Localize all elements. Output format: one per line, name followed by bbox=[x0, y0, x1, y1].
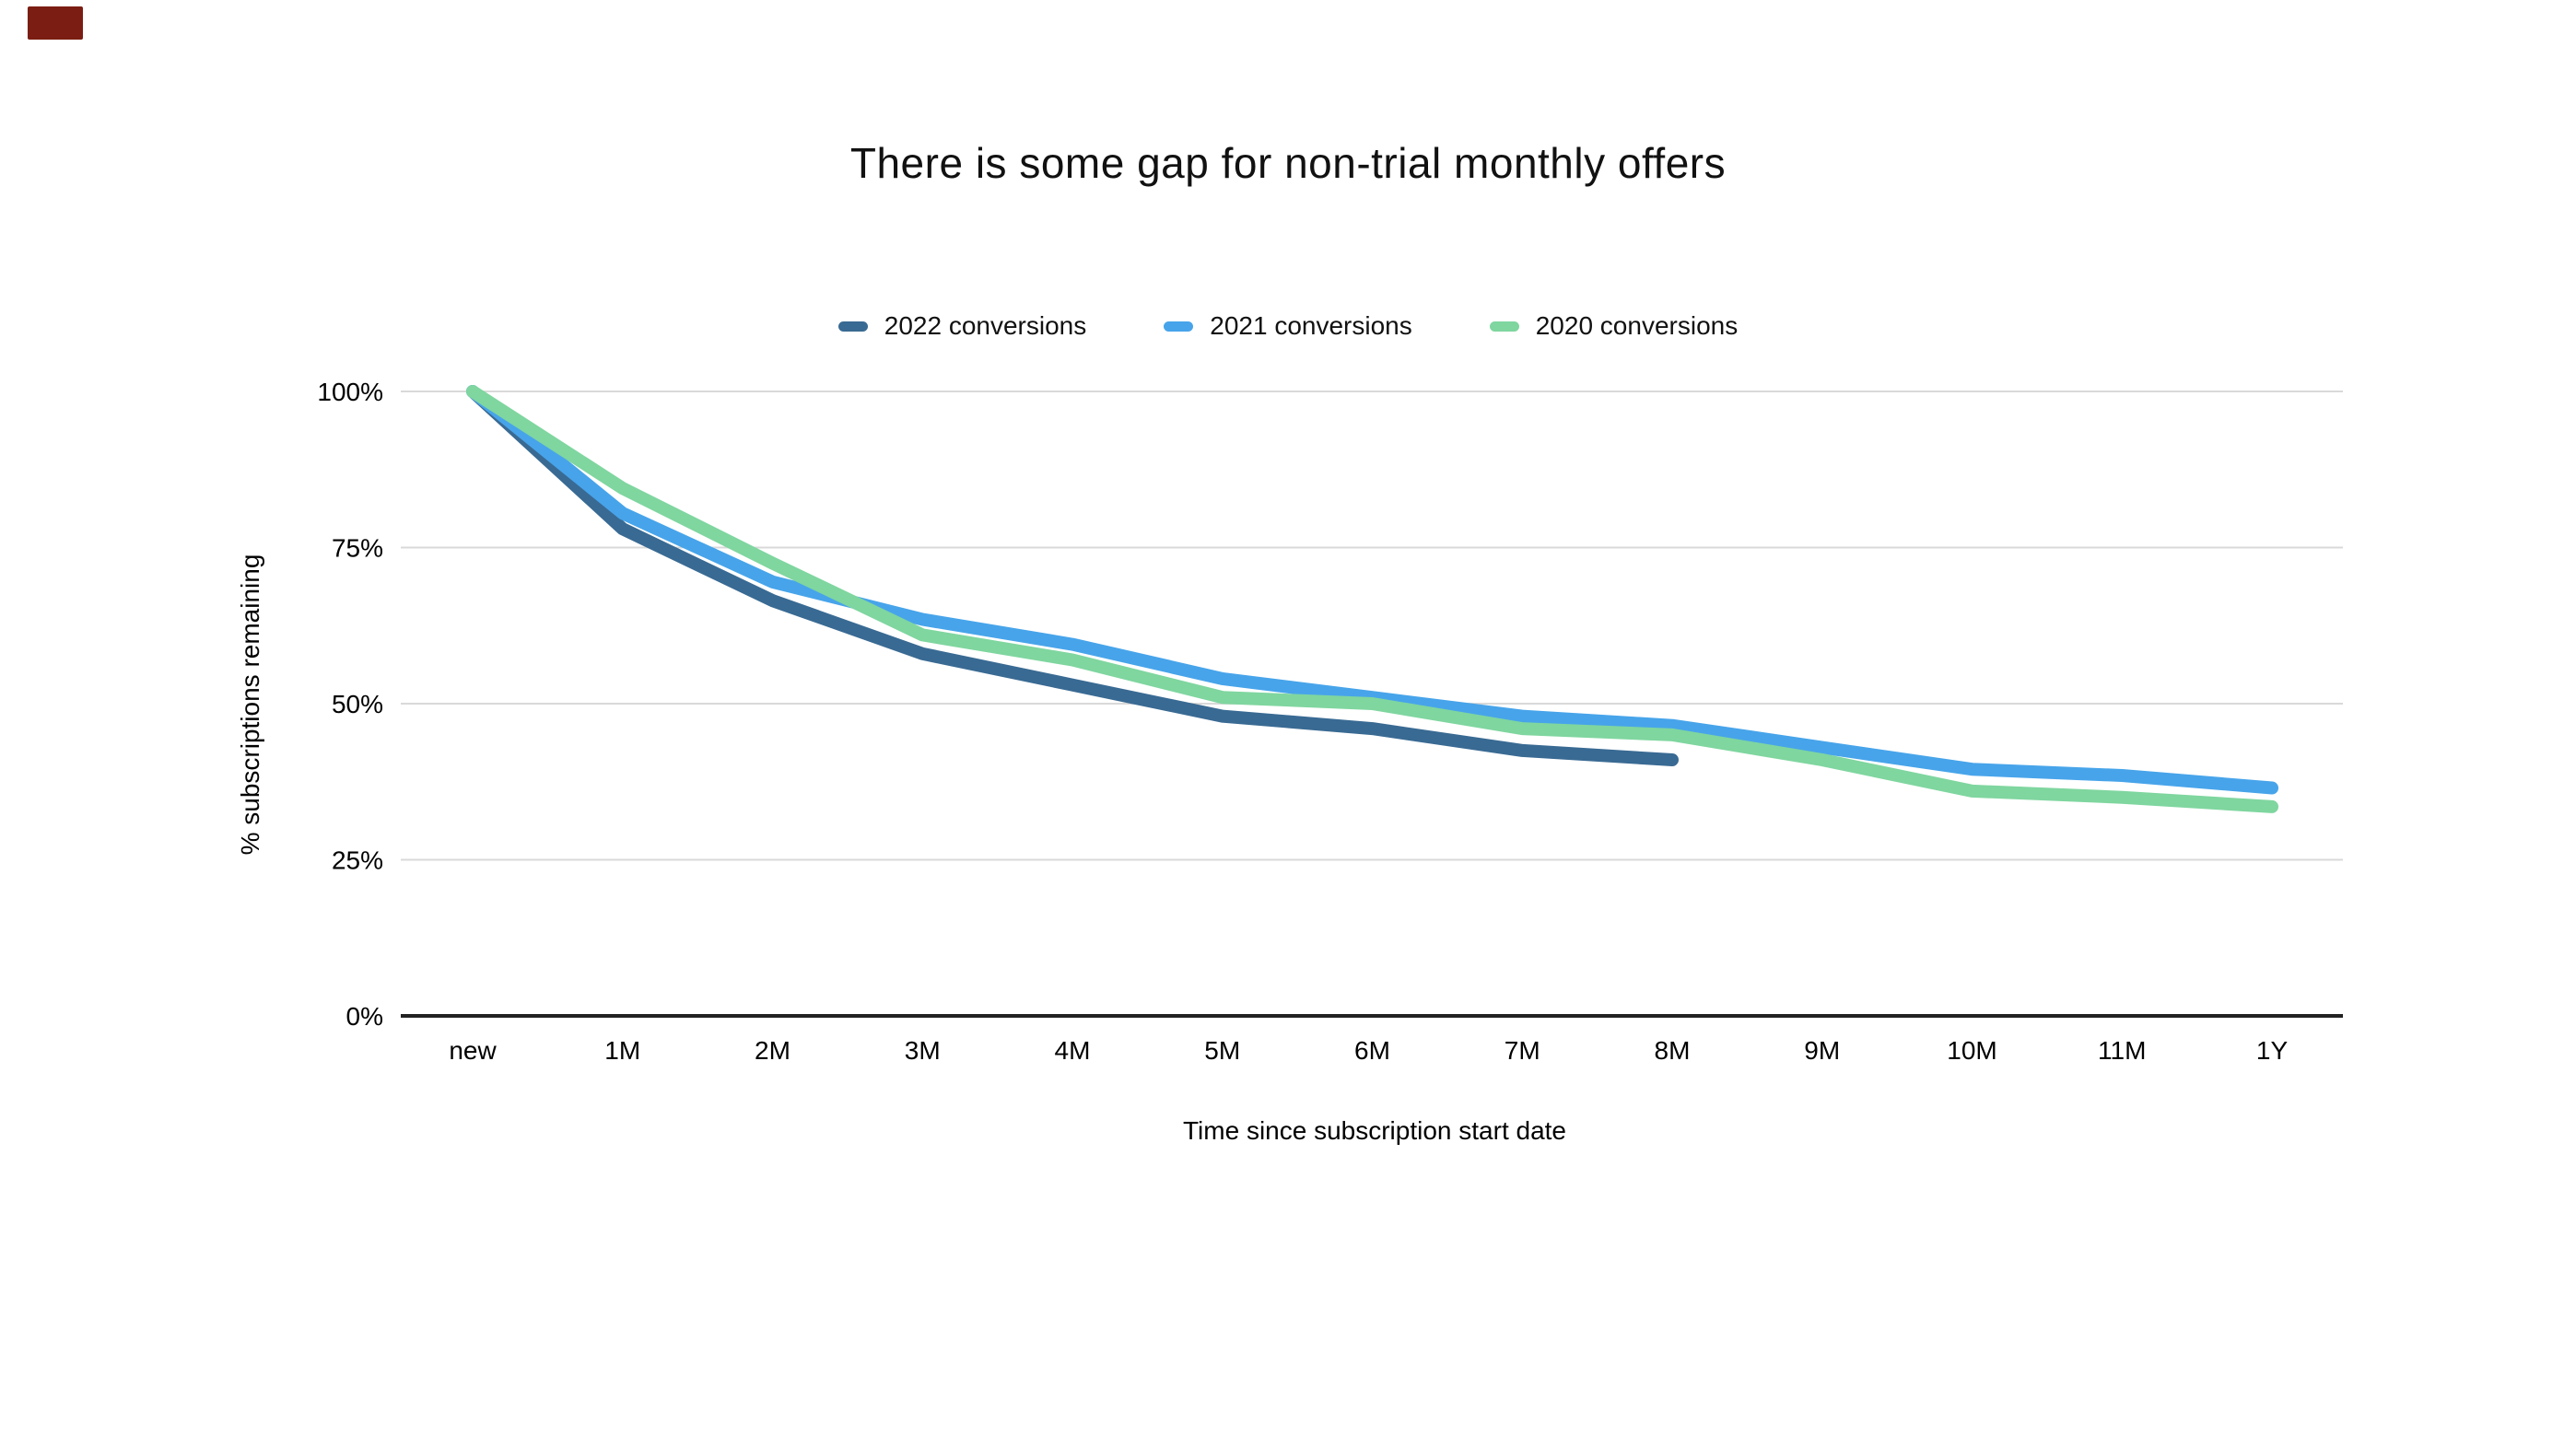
series-line-2022 bbox=[466, 385, 1679, 766]
y-tick-label: 50% bbox=[332, 690, 383, 718]
legend-swatch-icon bbox=[837, 321, 868, 332]
legend-item-2021: 2021 conversions bbox=[1164, 311, 1412, 341]
legend: 2022 conversions 2021 conversions 2020 con… bbox=[0, 311, 2576, 341]
y-tick-label: 75% bbox=[332, 534, 383, 563]
x-tick-label: 1Y bbox=[2256, 1036, 2289, 1065]
x-tick-label: 9M bbox=[1804, 1036, 1840, 1065]
x-tick-label: 3M bbox=[905, 1036, 941, 1065]
x-tick-label: 5M bbox=[1204, 1036, 1240, 1065]
legend-label: 2022 conversions bbox=[884, 311, 1087, 340]
x-axis-title: Time since subscription start date bbox=[1182, 1116, 1567, 1145]
y-tick-label: 0% bbox=[346, 1002, 383, 1031]
legend-item-2022: 2022 conversions bbox=[837, 311, 1087, 341]
x-tick-label: 11M bbox=[2098, 1036, 2146, 1065]
x-tick-label: 6M bbox=[1354, 1036, 1390, 1065]
legend-label: 2021 conversions bbox=[1210, 311, 1412, 340]
series-line-2020 bbox=[466, 385, 2278, 813]
y-tick-label: 25% bbox=[332, 846, 383, 875]
x-tick-label: 8M bbox=[1655, 1036, 1691, 1065]
x-tick-label: 7M bbox=[1505, 1036, 1540, 1065]
legend-swatch-icon bbox=[1164, 321, 1194, 332]
x-tick-label: 1M bbox=[604, 1036, 640, 1065]
y-tick-label: 100% bbox=[317, 378, 383, 406]
x-tick-label: new bbox=[449, 1036, 497, 1065]
y-axis-title: % subscriptions remaining bbox=[236, 554, 264, 856]
x-tick-label: 10M bbox=[1947, 1036, 1996, 1065]
legend-swatch-icon bbox=[1489, 321, 1519, 332]
x-tick-label: 2M bbox=[755, 1036, 790, 1065]
x-tick-label: 4M bbox=[1055, 1036, 1091, 1065]
corner-mark bbox=[28, 6, 83, 40]
legend-item-2020: 2020 conversions bbox=[1489, 311, 1739, 341]
chart-title: There is some gap for non-trial monthly … bbox=[849, 139, 1727, 187]
legend-label: 2020 conversions bbox=[1535, 311, 1739, 340]
